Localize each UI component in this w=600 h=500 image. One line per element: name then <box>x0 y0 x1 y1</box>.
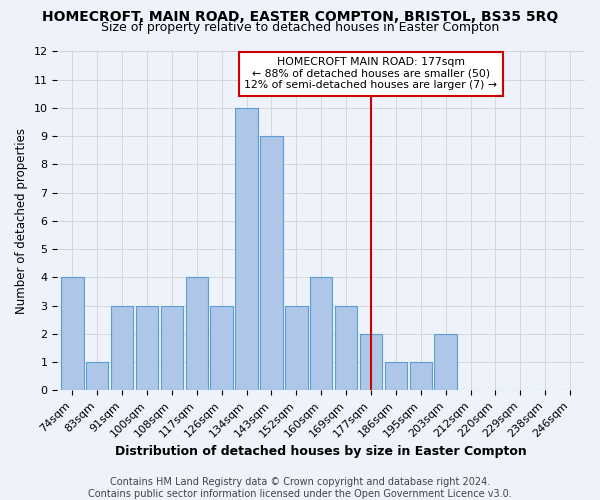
Bar <box>211 306 233 390</box>
Text: HOMECROFT, MAIN ROAD, EASTER COMPTON, BRISTOL, BS35 5RQ: HOMECROFT, MAIN ROAD, EASTER COMPTON, BR… <box>42 10 558 24</box>
Bar <box>161 306 183 390</box>
Bar <box>136 306 158 390</box>
Text: Size of property relative to detached houses in Easter Compton: Size of property relative to detached ho… <box>101 21 499 34</box>
Bar <box>310 278 332 390</box>
Text: HOMECROFT MAIN ROAD: 177sqm
← 88% of detached houses are smaller (50)
12% of sem: HOMECROFT MAIN ROAD: 177sqm ← 88% of det… <box>244 57 497 90</box>
Bar <box>111 306 133 390</box>
Text: Contains HM Land Registry data © Crown copyright and database right 2024.
Contai: Contains HM Land Registry data © Crown c… <box>88 478 512 499</box>
Bar <box>335 306 357 390</box>
Bar <box>185 278 208 390</box>
Bar <box>61 278 83 390</box>
Bar <box>385 362 407 390</box>
Bar <box>260 136 283 390</box>
X-axis label: Distribution of detached houses by size in Easter Compton: Distribution of detached houses by size … <box>115 444 527 458</box>
Bar <box>235 108 258 390</box>
Bar <box>410 362 432 390</box>
Bar <box>434 334 457 390</box>
Bar <box>86 362 109 390</box>
Bar <box>360 334 382 390</box>
Y-axis label: Number of detached properties: Number of detached properties <box>15 128 28 314</box>
Bar <box>285 306 308 390</box>
